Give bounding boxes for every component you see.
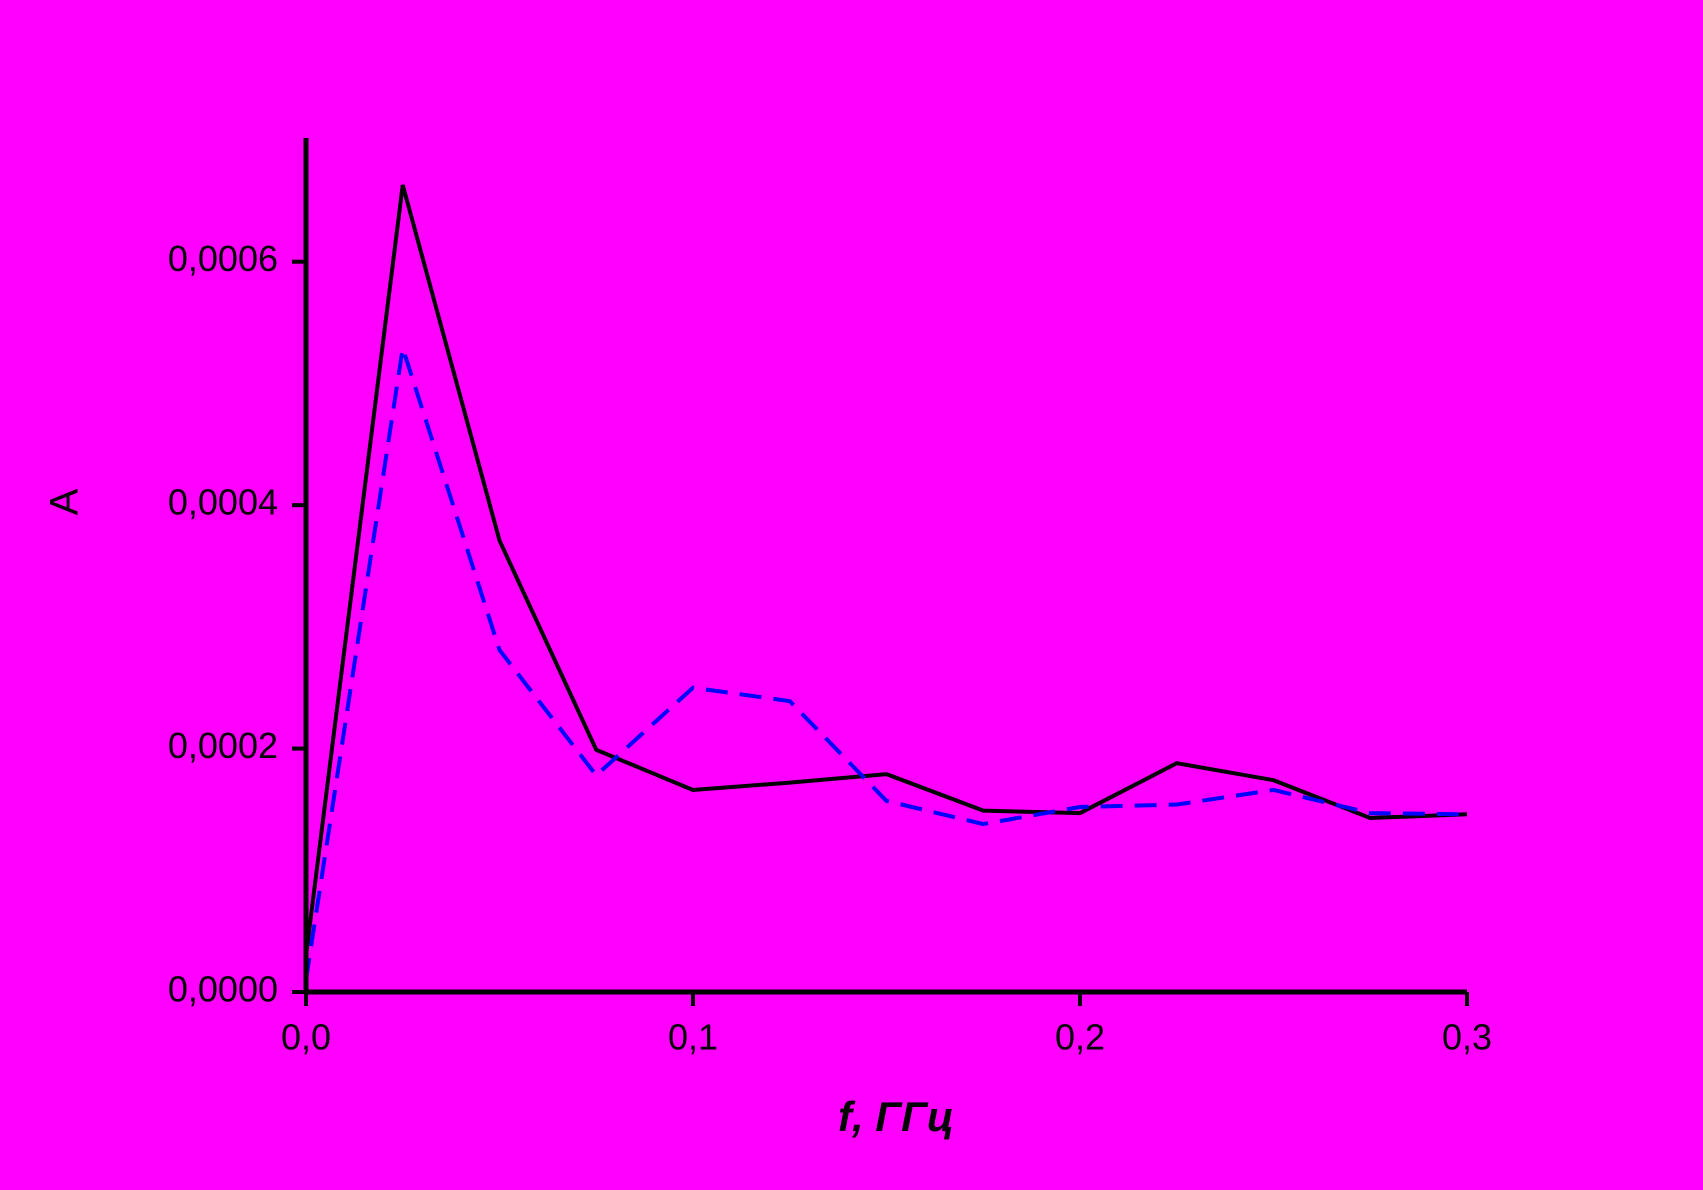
data-line — [304, 347, 1468, 981]
x-axis-label: f, ГГц — [838, 1093, 954, 1140]
y-tick-label: 0,0004 — [168, 482, 278, 523]
x-tick-label: 0,2 — [1055, 1017, 1105, 1058]
x-tick-label: 0,3 — [1442, 1017, 1492, 1058]
y-tick-label: 0,0002 — [168, 725, 278, 766]
y-tick-label: 0,0000 — [168, 969, 278, 1010]
data-line — [304, 184, 1468, 956]
y-axis-label: A — [43, 488, 87, 515]
x-tick-label: 0,1 — [668, 1017, 718, 1058]
x-tick-label: 0,0 — [281, 1017, 331, 1058]
y-tick-label: 0,0006 — [168, 238, 278, 279]
